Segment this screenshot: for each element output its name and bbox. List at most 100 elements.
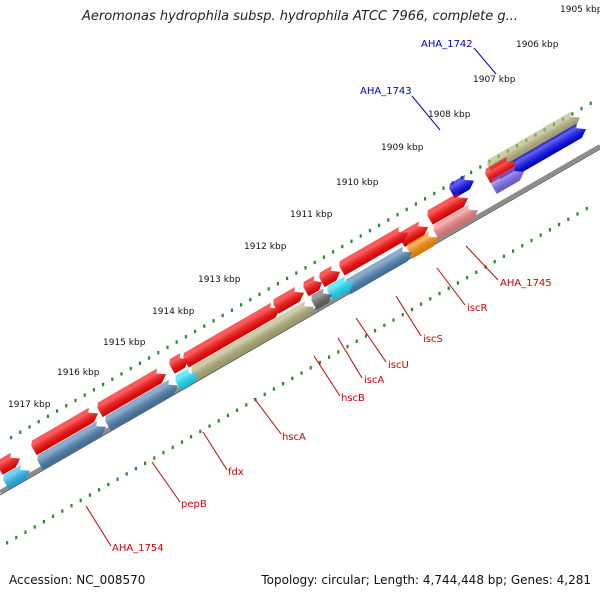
connector-line	[313, 355, 341, 397]
tick-mark	[304, 266, 307, 270]
feature-arrow-icon	[303, 275, 322, 297]
tick-mark	[92, 388, 95, 392]
connector-line	[85, 505, 112, 547]
tick-mark	[240, 303, 243, 307]
tick-mark	[226, 413, 229, 418]
tick-mark	[194, 329, 197, 334]
tick-mark	[166, 345, 169, 350]
feature-arrow-icon	[191, 301, 315, 381]
gene-label[interactable]: fdx	[228, 467, 244, 478]
tick-mark	[46, 414, 49, 419]
tick-mark	[272, 387, 275, 391]
tick-mark	[466, 275, 469, 280]
tick-mark	[65, 404, 68, 408]
tick-mark	[184, 335, 187, 339]
gene-label[interactable]: pepB	[181, 499, 207, 510]
connector-line	[395, 295, 422, 337]
inner-tick-row	[6, 206, 588, 545]
gene-label[interactable]: hscB	[341, 393, 365, 404]
tick-mark	[576, 212, 579, 216]
tick-mark	[138, 361, 141, 365]
tick-mark	[276, 281, 279, 286]
tick-mark	[88, 493, 91, 497]
tick-mark	[313, 260, 316, 265]
connector-line	[355, 317, 387, 363]
tick-mark	[442, 186, 445, 190]
tick-mark	[79, 498, 82, 503]
feature-arrow-icon	[327, 276, 354, 301]
tick-mark	[383, 323, 386, 328]
tick-mark	[61, 509, 64, 513]
feature-arrow-icon	[427, 192, 469, 225]
tick-mark	[74, 398, 77, 403]
gene-label[interactable]: AHA_1743	[360, 86, 412, 97]
tick-mark	[332, 250, 335, 254]
tick-mark	[539, 233, 542, 237]
backbone-edge	[0, 148, 600, 496]
tick-mark	[502, 254, 505, 259]
feature-arrow-icon	[433, 204, 479, 240]
feature-arrow-icon	[175, 368, 198, 391]
tick-mark	[359, 234, 362, 238]
tick-mark	[346, 344, 349, 349]
connector-line	[411, 95, 441, 131]
tick-mark	[396, 213, 399, 217]
connector-line	[151, 461, 181, 503]
tick-mark	[378, 223, 381, 228]
map-title: Aeromonas hydrophila subsp. hydrophila A…	[81, 9, 519, 24]
gene-label[interactable]: iscS	[423, 334, 443, 345]
tick-mark	[263, 392, 266, 397]
kbp-label: 1909 kbp	[381, 143, 424, 153]
gene-label[interactable]: iscR	[467, 303, 487, 314]
tick-mark	[530, 238, 533, 243]
kbp-label: 1910 kbp	[336, 178, 379, 188]
connector-line	[253, 397, 282, 435]
tick-mark	[28, 425, 31, 429]
tick-mark	[567, 217, 570, 221]
tick-mark	[309, 366, 312, 370]
tick-mark	[300, 371, 303, 375]
kbp-label: 1913 kbp	[198, 275, 241, 285]
tick-mark	[433, 191, 436, 196]
tick-mark	[199, 429, 202, 434]
tick-mark	[83, 393, 86, 397]
feature-arrow-icon	[311, 288, 332, 310]
gene-label[interactable]: iscA	[364, 375, 384, 386]
tick-mark	[107, 482, 110, 487]
tick-mark	[585, 206, 588, 211]
gene-label[interactable]: hscA	[282, 432, 306, 443]
tick-mark	[249, 297, 252, 302]
tick-mark	[258, 292, 261, 297]
topology-text: Topology: circular; Length: 4,744,448 bp…	[261, 573, 591, 587]
label-connectors	[85, 47, 499, 547]
feature-arrow-icon	[183, 302, 280, 368]
tick-mark	[52, 514, 55, 519]
tick-mark	[438, 291, 441, 296]
feature-arrow-icon	[97, 368, 166, 418]
tick-mark	[401, 313, 404, 317]
tick-mark	[24, 530, 27, 534]
kbp-label: 1906 kbp	[516, 40, 559, 50]
tick-mark	[6, 541, 9, 545]
feature-arrow-icon	[339, 226, 408, 276]
tick-mark	[98, 488, 101, 492]
feature-arrow-icon	[491, 166, 525, 194]
tick-mark	[475, 270, 478, 274]
gene-label[interactable]: AHA_1742	[421, 39, 473, 50]
feature-arrow-icon	[3, 464, 30, 490]
feature-arrow-icon	[407, 231, 438, 259]
tick-mark	[286, 276, 289, 281]
tick-mark	[429, 297, 432, 301]
tick-mark	[368, 228, 371, 233]
tick-mark	[120, 372, 123, 376]
tick-mark	[33, 525, 36, 529]
gene-label[interactable]: iscU	[388, 360, 409, 371]
gene-label[interactable]: AHA_1754	[112, 543, 164, 554]
tick-mark	[125, 472, 128, 476]
tick-mark	[374, 328, 377, 333]
tick-mark	[387, 218, 390, 222]
connector-line	[337, 337, 363, 379]
gene-label[interactable]: AHA_1745	[500, 278, 552, 289]
tick-mark	[571, 112, 574, 116]
